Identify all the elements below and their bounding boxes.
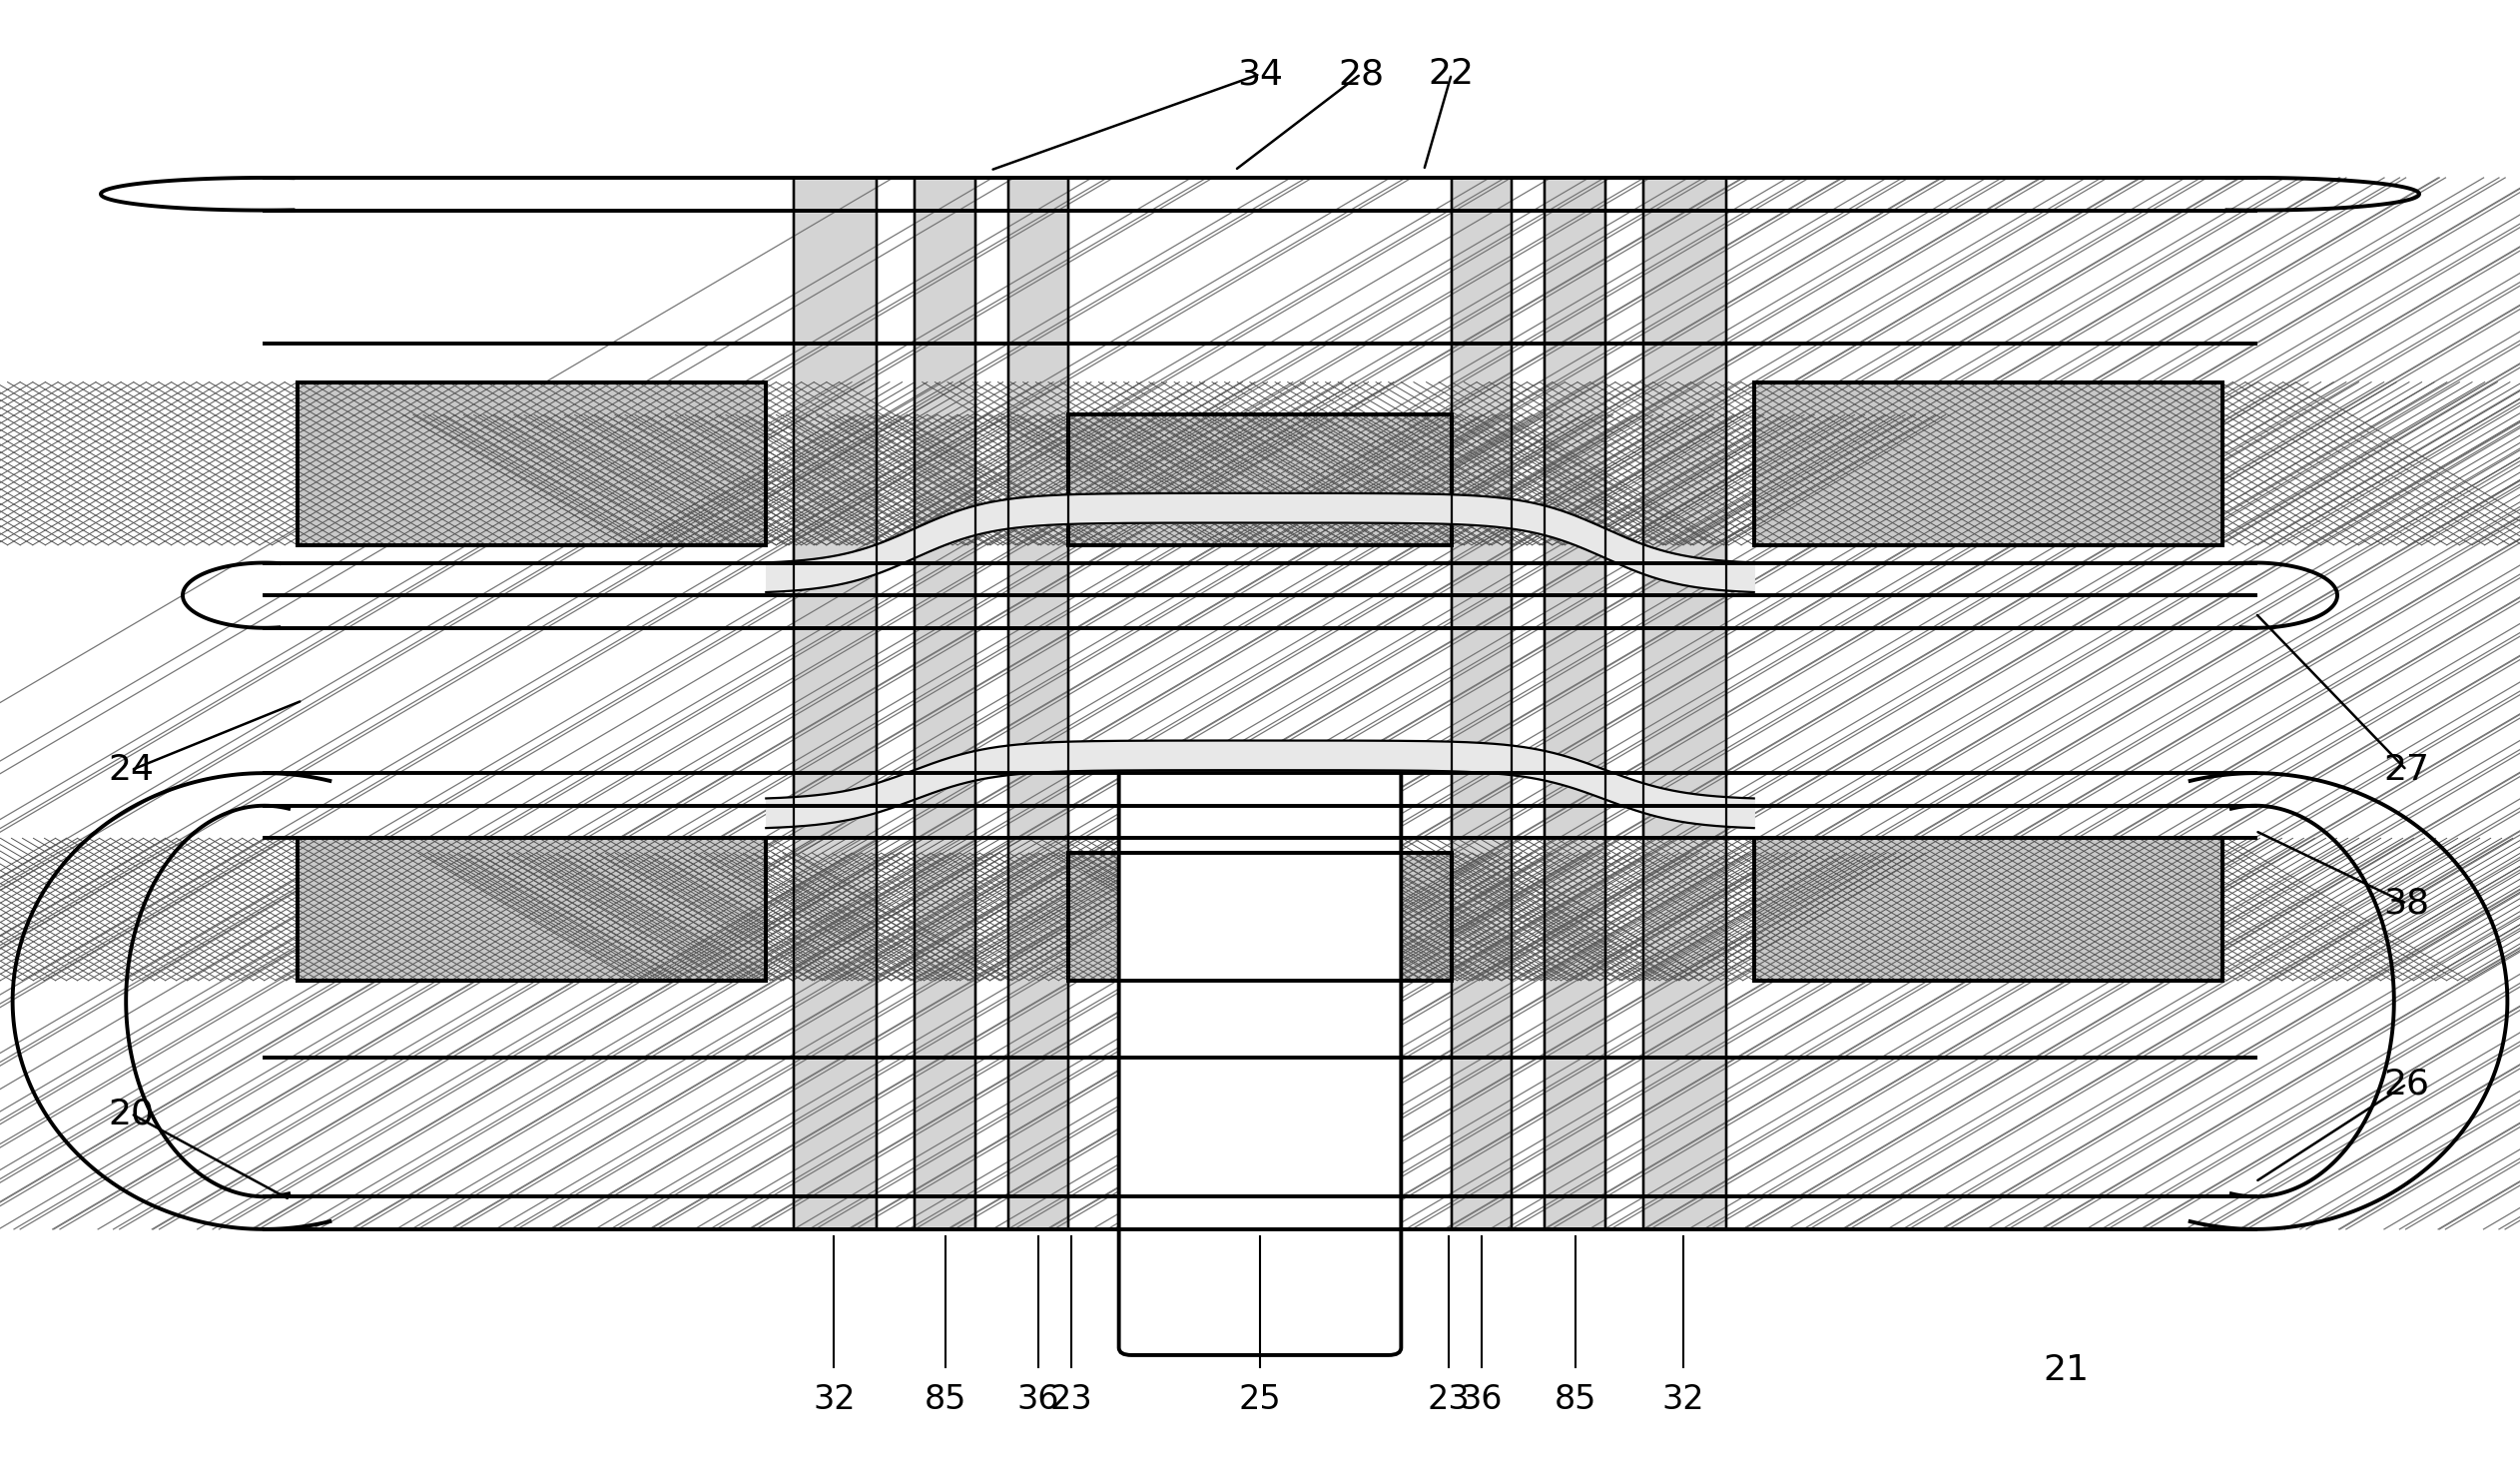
Bar <box>1643 178 1726 1229</box>
Bar <box>1452 178 1512 1229</box>
Text: 32: 32 <box>814 1383 854 1416</box>
Bar <box>1545 178 1605 1229</box>
Text: 24: 24 <box>108 754 154 786</box>
Text: 85: 85 <box>925 1383 965 1416</box>
Bar <box>1068 415 1452 545</box>
Text: 21: 21 <box>2044 1354 2089 1386</box>
Bar <box>1754 838 2223 980</box>
Bar <box>1068 853 1452 980</box>
Text: 85: 85 <box>1555 1383 1595 1416</box>
Text: 22: 22 <box>1429 58 1474 90</box>
Bar <box>1643 178 1726 1229</box>
Bar <box>1008 178 1068 1229</box>
Bar <box>1754 382 2223 545</box>
Text: 26: 26 <box>2384 1068 2429 1100</box>
Text: 23: 23 <box>1429 1383 1469 1416</box>
Bar <box>1008 178 1068 1229</box>
Bar <box>297 838 766 980</box>
Bar <box>915 178 975 1229</box>
Text: 28: 28 <box>1338 58 1383 90</box>
Bar <box>1452 178 1512 1229</box>
Bar <box>297 838 766 980</box>
Bar <box>1068 415 1452 545</box>
Text: 23: 23 <box>1051 1383 1091 1416</box>
FancyBboxPatch shape <box>1119 766 1401 1355</box>
Bar <box>297 382 766 545</box>
Text: 34: 34 <box>1237 58 1283 90</box>
Text: 38: 38 <box>2384 887 2429 920</box>
Text: 32: 32 <box>1663 1383 1704 1416</box>
Bar <box>794 178 877 1229</box>
Text: 25: 25 <box>1240 1383 1280 1416</box>
Text: 27: 27 <box>2384 754 2429 786</box>
Bar <box>915 178 975 1229</box>
Bar <box>297 382 766 545</box>
Text: 20: 20 <box>108 1097 154 1130</box>
Bar <box>794 178 877 1229</box>
Text: 36: 36 <box>1462 1383 1502 1416</box>
Bar <box>1545 178 1605 1229</box>
Bar <box>1068 853 1452 980</box>
Bar <box>1754 838 2223 980</box>
Bar <box>1754 382 2223 545</box>
Text: 36: 36 <box>1018 1383 1058 1416</box>
